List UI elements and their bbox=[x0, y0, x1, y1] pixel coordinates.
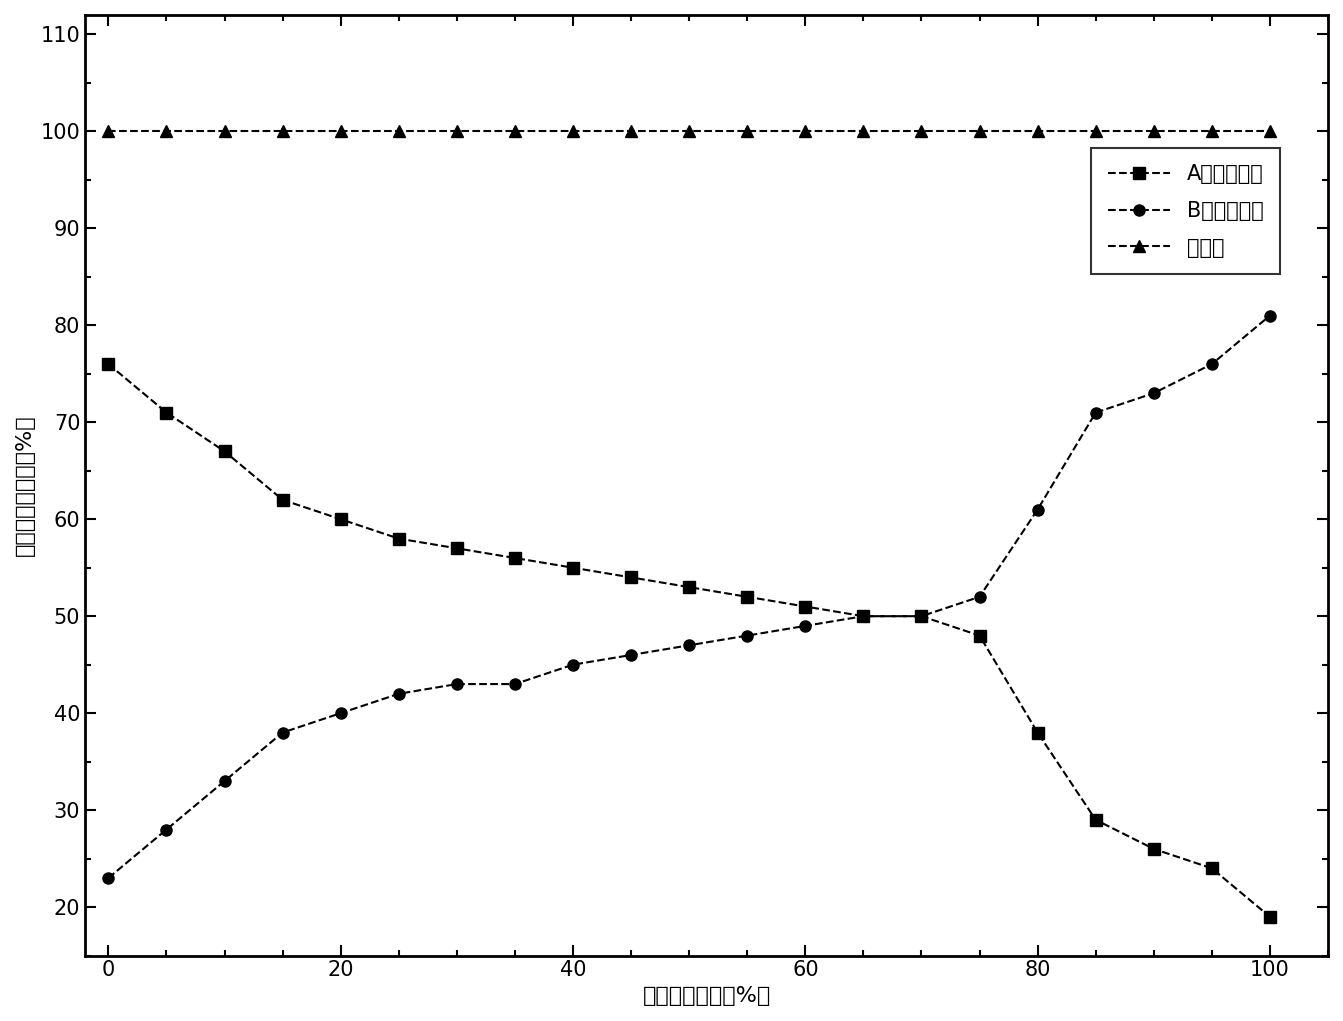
Y-axis label: 放电电流百分比（%）: 放电电流百分比（%） bbox=[15, 415, 35, 556]
B电池的电流 bbox=[739, 630, 755, 642]
A电池的电流 bbox=[1203, 862, 1219, 874]
A电池的电流 bbox=[798, 600, 814, 613]
B电池的电流 bbox=[855, 611, 872, 623]
B电池的电流 bbox=[333, 707, 349, 719]
总电流 bbox=[1088, 126, 1104, 138]
总电流 bbox=[158, 126, 175, 138]
A电池的电流 bbox=[449, 542, 465, 554]
A电池的电流 bbox=[101, 358, 117, 371]
B电池的电流 bbox=[1088, 406, 1104, 419]
总电流 bbox=[391, 126, 407, 138]
总电流 bbox=[274, 126, 290, 138]
A电池的电流 bbox=[913, 611, 929, 623]
X-axis label: 放电时间进度（%）: 放电时间进度（%） bbox=[642, 986, 771, 1006]
A电池的电流 bbox=[855, 611, 872, 623]
Line: 总电流: 总电流 bbox=[103, 126, 1276, 137]
A电池的电流 bbox=[1088, 814, 1104, 826]
B电池的电流 bbox=[1030, 503, 1046, 516]
总电流 bbox=[1030, 126, 1046, 138]
总电流 bbox=[216, 126, 232, 138]
B电池的电流 bbox=[1146, 387, 1162, 399]
A电池的电流 bbox=[216, 445, 232, 457]
总电流 bbox=[739, 126, 755, 138]
A电池的电流 bbox=[333, 514, 349, 526]
B电池的电流 bbox=[623, 649, 639, 662]
总电流 bbox=[333, 126, 349, 138]
A电池的电流 bbox=[274, 494, 290, 506]
B电池的电流 bbox=[449, 678, 465, 690]
B电池的电流 bbox=[216, 775, 232, 787]
B电池的电流 bbox=[506, 678, 522, 690]
总电流 bbox=[101, 126, 117, 138]
总电流 bbox=[855, 126, 872, 138]
B电池的电流 bbox=[158, 823, 175, 835]
B电池的电流 bbox=[681, 639, 697, 651]
B电池的电流 bbox=[971, 591, 987, 603]
Legend: A电池的电流, B电池的电流, 总电流: A电池的电流, B电池的电流, 总电流 bbox=[1091, 148, 1280, 275]
总电流 bbox=[913, 126, 929, 138]
总电流 bbox=[681, 126, 697, 138]
A电池的电流 bbox=[391, 533, 407, 545]
A电池的电流 bbox=[158, 406, 175, 419]
A电池的电流 bbox=[623, 572, 639, 584]
总电流 bbox=[798, 126, 814, 138]
B电池的电流 bbox=[1262, 309, 1279, 322]
B电池的电流 bbox=[565, 659, 582, 671]
总电流 bbox=[506, 126, 522, 138]
A电池的电流 bbox=[565, 562, 582, 574]
总电流 bbox=[623, 126, 639, 138]
总电流 bbox=[449, 126, 465, 138]
A电池的电流 bbox=[1146, 842, 1162, 855]
A电池的电流 bbox=[681, 581, 697, 593]
A电池的电流 bbox=[1030, 726, 1046, 738]
总电流 bbox=[565, 126, 582, 138]
Line: A电池的电流: A电池的电流 bbox=[103, 358, 1276, 922]
B电池的电流 bbox=[1203, 358, 1219, 371]
A电池的电流 bbox=[506, 552, 522, 565]
B电池的电流 bbox=[391, 688, 407, 700]
B电池的电流 bbox=[913, 611, 929, 623]
B电池的电流 bbox=[274, 726, 290, 738]
A电池的电流 bbox=[739, 591, 755, 603]
Line: B电池的电流: B电池的电流 bbox=[103, 310, 1276, 883]
B电池的电流 bbox=[798, 620, 814, 632]
总电流 bbox=[1203, 126, 1219, 138]
A电池的电流 bbox=[971, 630, 987, 642]
总电流 bbox=[1146, 126, 1162, 138]
B电池的电流 bbox=[101, 872, 117, 884]
总电流 bbox=[1262, 126, 1279, 138]
A电池的电流 bbox=[1262, 911, 1279, 923]
总电流 bbox=[971, 126, 987, 138]
